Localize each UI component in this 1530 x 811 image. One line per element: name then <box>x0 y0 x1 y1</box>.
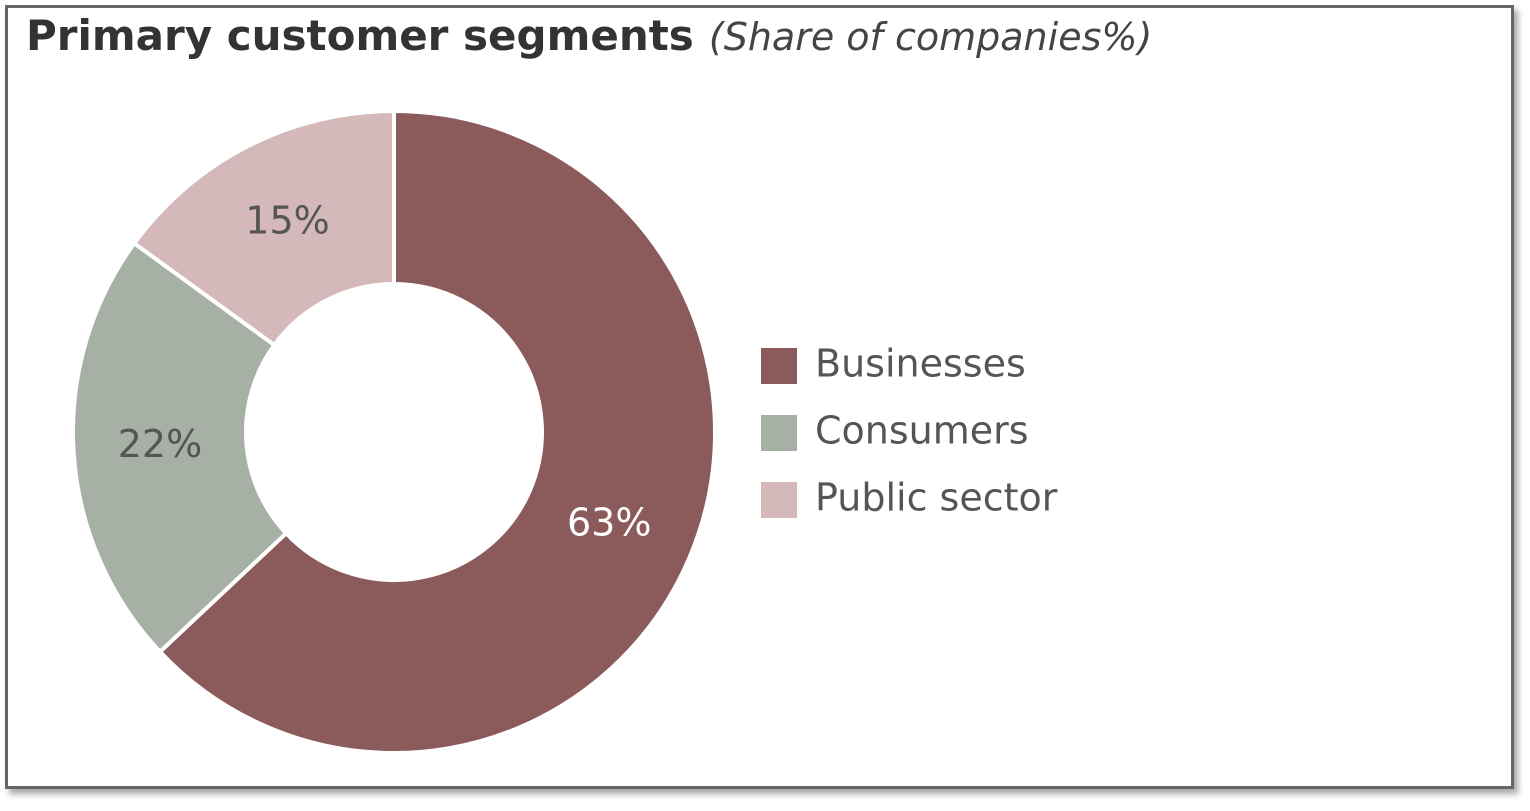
legend-label: Consumers <box>815 409 1029 453</box>
donut-slice <box>157 108 717 755</box>
data-label: 63% <box>567 501 651 545</box>
legend-swatch <box>761 482 797 518</box>
chart-title: Primary customer segments <box>26 11 694 60</box>
legend-swatch <box>761 415 797 451</box>
data-label: 22% <box>118 422 202 466</box>
data-label: 15% <box>245 199 329 243</box>
chart-subtitle: (Share of companies%) <box>709 15 1152 59</box>
legend-label: Public sector <box>815 476 1058 520</box>
chart-heading: Primary customer segments (Share of comp… <box>26 11 1152 60</box>
legend-swatch <box>761 348 797 384</box>
donut-slice <box>71 240 289 655</box>
donut-slice <box>131 108 396 348</box>
legend-label: Businesses <box>815 342 1026 386</box>
